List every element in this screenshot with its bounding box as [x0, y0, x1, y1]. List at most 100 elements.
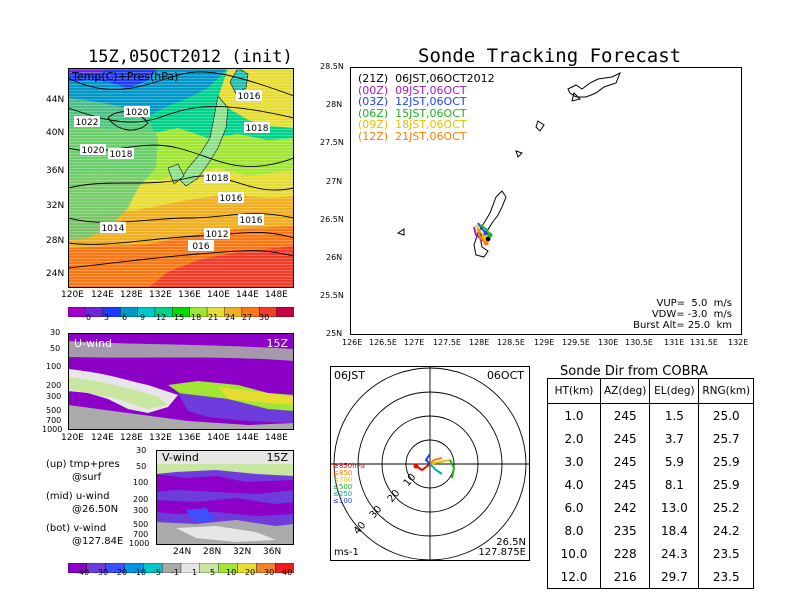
lon-tick: 128E [120, 433, 143, 443]
colorbar-tick: 40 [282, 568, 293, 577]
colorbar-tick: 0 [86, 313, 92, 322]
u-wind-section [68, 333, 294, 430]
vdw-text: VDW= -3.0 m/s [651, 309, 732, 320]
table-cell: 25.0 [698, 403, 755, 427]
lat-tick: 28N [203, 547, 222, 557]
note-line: @surf [72, 472, 102, 483]
polar-panel: 10 20 30 40 06JST 06OCT ≥850hPa ≤850 ≤70… [330, 366, 530, 561]
lon-tick: 124E [91, 290, 114, 300]
track-legend-item: (00Z) 09JST,06OCT [358, 83, 467, 97]
table-cell: 13.0 [649, 496, 700, 519]
pressure-tick: 100 [133, 478, 149, 487]
table-title: Sonde Dir from COBRA [560, 364, 708, 379]
table-cell: 18.4 [649, 519, 700, 542]
pressure-tick: 50 [50, 344, 61, 353]
right-title: Sonde Tracking Forecast [418, 45, 682, 67]
launch-info: VUP= 5.0 m/s VDW= -3.0 m/s Burst Alt= 25… [633, 298, 732, 331]
polar-legend: ≥850hPa ≤850 ≤700 ≤500 ≤250 ≤100 [333, 463, 365, 505]
sonde-direction-table: HT(km) AZ(deg) EL(deg) RNG(km) 1.0 245 1.5… [547, 378, 755, 589]
table-cell: 5.9 [649, 450, 700, 473]
isobar-label: 1012 [206, 230, 229, 240]
v-wind-panel: V-wind 15Z [156, 450, 294, 545]
table-row: 12.0 216 29.7 23.5 [547, 565, 755, 589]
lat-tick: 40N [46, 128, 65, 138]
isobar-label: 1020 [126, 108, 149, 118]
lon-tick: 140E [207, 433, 230, 443]
colorbar-tick: 30 [264, 568, 275, 577]
lat-tick: 36N [46, 166, 65, 176]
table-row: 8.0 235 18.4 24.2 [547, 519, 755, 542]
table-row: 4.0 245 8.1 25.9 [547, 473, 755, 496]
table-cell: 245 [599, 450, 651, 473]
lon-tick: 126E [342, 338, 363, 347]
colorbar-tick: -40 [76, 568, 90, 577]
colorbar-tick: -30 [95, 568, 109, 577]
track-legend-item: (12Z) 21JST,06OCT [358, 129, 467, 143]
u-wind-label: U-wind [74, 337, 113, 350]
pressure-tick: 200 [46, 381, 62, 390]
track-legend-item: (09Z) 18JST,06OCT [358, 118, 467, 131]
table-cell: 242 [599, 496, 651, 519]
hodograph-segment [449, 459, 456, 479]
table-cell: 216 [599, 565, 651, 589]
temperature-colorbar-ticks: 0 3 6 9 12 15 18 21 24 27 30 [68, 313, 294, 323]
lon-tick: 132E [149, 433, 172, 443]
note-line: @26.50N [72, 504, 119, 515]
sonde-landing-point [481, 234, 487, 240]
table-cell: 29.7 [649, 565, 700, 589]
lat-tick: 36N [263, 547, 282, 557]
table-cell: 23.5 [698, 542, 755, 565]
isobar-label: 1016 [238, 92, 261, 102]
lon-tick: 128E [120, 290, 143, 300]
colorbar-tick: 24 [225, 313, 236, 322]
lon-tick: 148E [265, 433, 288, 443]
vup-text: VUP= 5.0 m/s [656, 298, 732, 309]
table-cell: 245 [599, 427, 651, 450]
lat-tick: 28N [46, 236, 65, 246]
sonde-landing-point [483, 240, 489, 246]
v-wind-label: V-wind [162, 451, 199, 464]
lon-tick: 144E [236, 433, 259, 443]
note-line: (mid) u-wind [46, 491, 110, 502]
polar-date: 06OCT [486, 369, 524, 382]
wind-colorbar [67, 558, 295, 574]
lon-tick: 120E [61, 433, 84, 443]
lat-tick: 24N [173, 547, 192, 557]
colorbar-tick: -5 [153, 568, 161, 577]
track-map-panel: (21Z) 06JST,06OCT2012 (00Z) 09JST,06OCT … [350, 67, 742, 335]
lon-tick: 131.5E [690, 338, 718, 347]
lon-tick: 140E [207, 290, 230, 300]
lon-tick: 144E [236, 290, 259, 300]
table-row: 10.0 228 24.3 23.5 [547, 542, 755, 565]
polar-legend-item: ≥850hPa [333, 462, 365, 470]
table-header: AZ(deg) [599, 378, 651, 404]
hodograph-segment [424, 453, 431, 465]
pressure-tick: 300 [46, 392, 62, 401]
lon-tick: 136E [178, 433, 201, 443]
polar-unit: ms-1 [334, 547, 359, 558]
lat-tick: 25.5N [320, 291, 344, 300]
lon-tick: 132E [728, 338, 749, 347]
colorbar-tick: 3 [104, 313, 110, 322]
pressure-tick: 1000 [129, 539, 150, 548]
colorbar-tick: 21 [208, 313, 219, 322]
polar-legend-item: ≤500 [333, 483, 353, 491]
table-cell: 25.2 [698, 496, 755, 519]
lon-tick: 148E [265, 290, 288, 300]
pressure-tick: 300 [133, 506, 149, 515]
colorbar-tick: 9 [140, 313, 146, 322]
lon-tick: 130E [598, 338, 619, 347]
lon-tick: 129E [534, 338, 555, 347]
table-cell: 1.5 [649, 403, 700, 427]
isobar-label: 1016 [220, 194, 243, 204]
temperature-map-panel: 1016 1022 1020 1020 1018 1018 1018 1016 … [67, 67, 295, 288]
note-line: (bot) v-wind [46, 523, 107, 534]
isobar-label: 1018 [206, 174, 229, 184]
colorbar-tick: 18 [191, 313, 202, 322]
lat-tick: 28.5N [320, 62, 344, 71]
lat-tick: 26N [326, 253, 343, 262]
hodograph-start-point [413, 463, 419, 469]
polar-legend-item: ≤700 [333, 476, 353, 484]
lat-tick: 28N [326, 100, 343, 109]
wind-colorbar-ticks: -40 -30 -20 -10 -5 -1 1 5 10 20 30 40 [68, 568, 294, 578]
